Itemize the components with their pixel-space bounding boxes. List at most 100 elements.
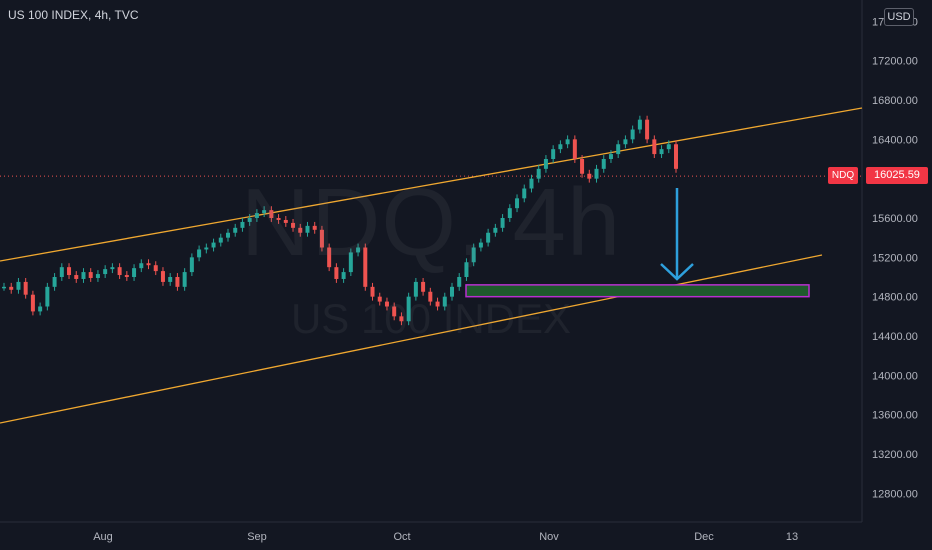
candle-body — [645, 119, 650, 140]
candle-body — [558, 144, 563, 150]
target-arrow-head — [660, 263, 694, 281]
x-tick-label: Nov — [539, 531, 559, 543]
candle-body — [298, 227, 303, 233]
candle-body — [486, 232, 491, 243]
candle-body — [377, 296, 382, 302]
candle-body — [442, 296, 447, 307]
y-tick-label: 12800.00 — [872, 488, 918, 500]
candle-body — [204, 247, 209, 250]
x-tick-label: 13 — [786, 531, 798, 543]
candle-body — [464, 262, 469, 277]
y-tick-label: 16800.00 — [872, 95, 918, 107]
y-tick-label: 14400.00 — [872, 331, 918, 343]
last-price-tag: 16025.59 — [866, 167, 928, 184]
candle-body — [124, 275, 129, 277]
candle-body — [630, 129, 635, 140]
candle-body — [674, 144, 678, 169]
candle-body — [110, 267, 115, 270]
y-tick-label: 13600.00 — [872, 410, 918, 422]
candle-body — [226, 232, 230, 238]
candle-body — [182, 272, 187, 287]
y-tick-label: 15600.00 — [872, 213, 918, 225]
candle-body — [211, 242, 216, 248]
candle-body — [160, 271, 165, 282]
candle-body — [623, 139, 628, 145]
candle-body — [319, 229, 324, 248]
candle-body — [551, 149, 556, 159]
candle-body — [421, 281, 426, 292]
candle-body — [132, 268, 137, 277]
candle-body — [233, 227, 238, 233]
candle-body — [522, 188, 527, 199]
candle-body — [659, 149, 664, 155]
candle-body — [435, 301, 440, 307]
candle-body — [16, 281, 21, 290]
candle-body — [594, 168, 599, 179]
candle-body — [666, 144, 671, 150]
candle-body — [515, 198, 520, 209]
candle-body — [247, 218, 252, 222]
x-tick-label: Oct — [393, 531, 410, 543]
candle-body — [580, 159, 585, 174]
candle-body — [291, 222, 296, 228]
candle-body — [52, 277, 57, 287]
x-tick-label: Sep — [247, 531, 267, 543]
candle-body — [139, 263, 144, 269]
y-tick-label: 17200.00 — [872, 56, 918, 68]
candle-body — [356, 247, 361, 253]
channel-lower-line — [0, 254, 823, 424]
candle-body — [146, 263, 151, 266]
candle-body — [218, 237, 223, 243]
candle-body — [608, 154, 613, 159]
candle-body — [327, 247, 332, 268]
watermark-name: US 100 INDEX — [290, 295, 572, 342]
candle-body — [283, 219, 288, 223]
candle-body — [500, 218, 505, 228]
candle-body — [276, 218, 281, 220]
candle-body — [312, 225, 317, 230]
candle-body — [341, 272, 346, 279]
candle-body — [428, 291, 433, 302]
candle-body — [153, 265, 158, 272]
candle-body — [536, 168, 541, 179]
candle-body — [45, 286, 50, 307]
candle-body — [471, 247, 476, 263]
target-zone-rect — [465, 284, 810, 298]
candle-body — [81, 272, 86, 279]
candle-body — [616, 144, 621, 155]
candle-body — [59, 267, 64, 277]
candle-body — [74, 275, 79, 279]
candle-body — [565, 139, 570, 145]
candle-body — [30, 294, 35, 312]
candle-body — [189, 257, 194, 273]
candle-body — [587, 173, 592, 179]
candle-body — [507, 208, 512, 218]
candle-body — [529, 178, 534, 189]
candle-body — [478, 242, 483, 248]
candle-body — [334, 267, 339, 279]
candle-body — [67, 267, 72, 276]
candle-body — [9, 286, 14, 290]
candle-body — [406, 296, 411, 322]
candle-body — [269, 210, 274, 218]
x-tick-label: Aug — [93, 531, 113, 543]
candle-body — [95, 274, 100, 278]
candle-body — [168, 277, 173, 282]
candle-body — [348, 252, 353, 273]
currency-button[interactable]: USD — [884, 8, 914, 26]
y-tick-label: 14000.00 — [872, 370, 918, 382]
candle-body — [493, 227, 498, 233]
chart-title: US 100 INDEX, 4h, TVC — [8, 8, 139, 22]
candle-body — [117, 267, 122, 276]
x-tick-label: Dec — [694, 531, 714, 543]
candle-body — [413, 281, 418, 297]
candle-body — [392, 306, 397, 317]
y-tick-label: 15200.00 — [872, 252, 918, 264]
y-tick-label: 16400.00 — [872, 134, 918, 146]
candle-body — [543, 159, 548, 169]
y-tick-label: 13200.00 — [872, 449, 918, 461]
candle-body — [370, 286, 375, 297]
candle-body — [363, 247, 368, 287]
candle-body — [601, 159, 606, 169]
candle-body — [175, 277, 180, 287]
